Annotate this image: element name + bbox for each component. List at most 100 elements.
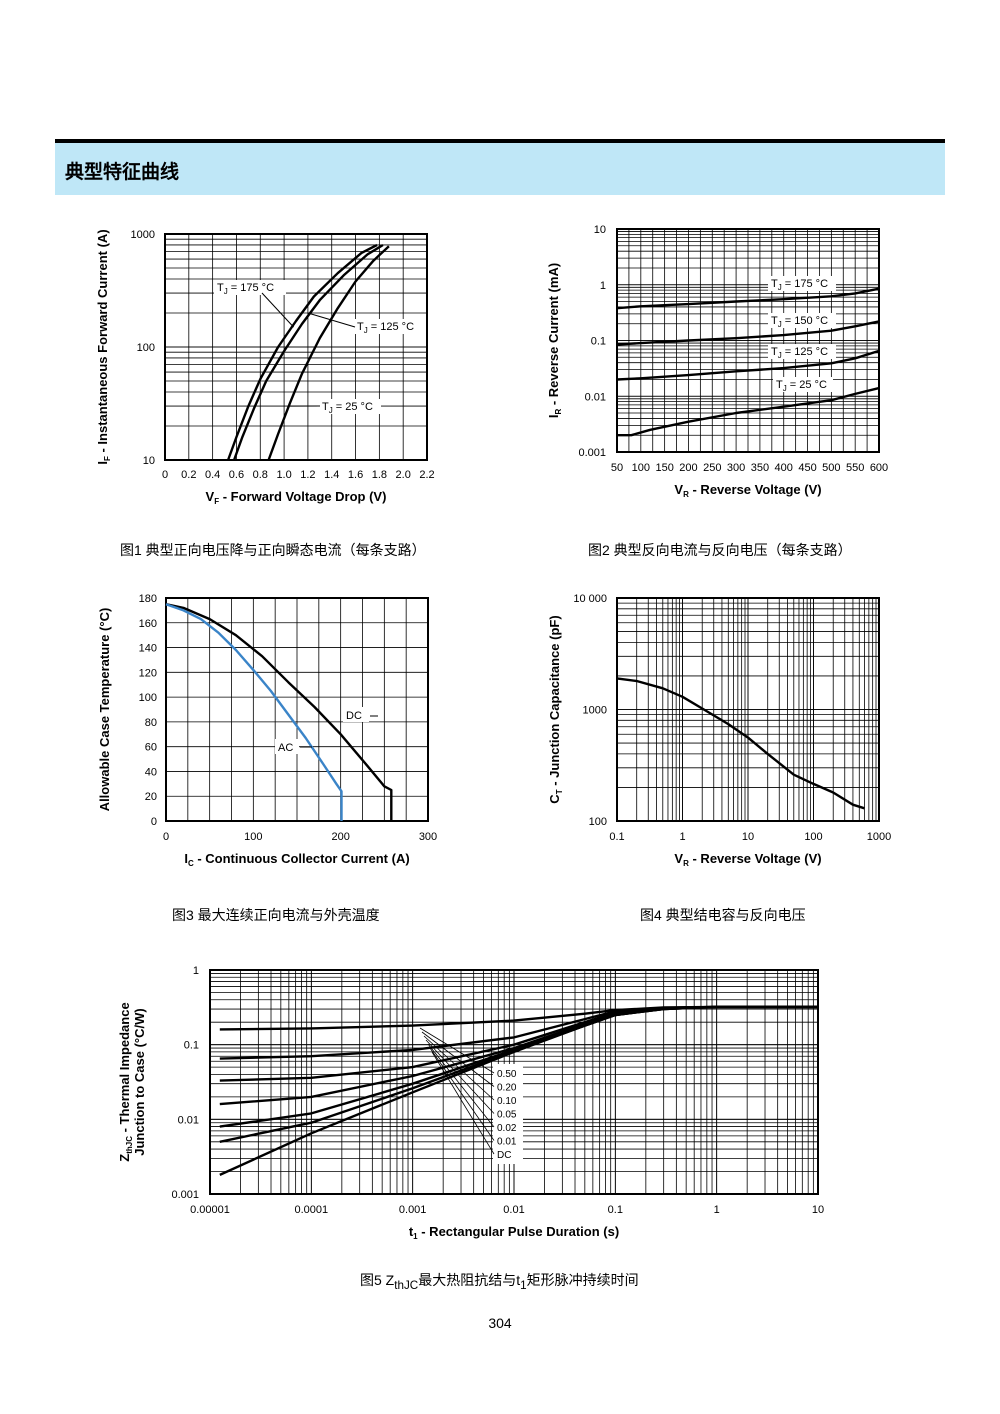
fig4-grid xyxy=(616,597,880,822)
fig1-ytick-label: 100 xyxy=(137,342,155,354)
fig5-ytick-label: 0.001 xyxy=(171,1189,199,1201)
fig1-label-175: TJ = 175 °C xyxy=(217,282,274,296)
fig5-xtick-label: 0.1 xyxy=(608,1204,623,1216)
fig3-label-dc: DC xyxy=(346,710,362,722)
fig4-xtick-label: 100 xyxy=(804,831,822,843)
fig1-frame xyxy=(164,233,428,461)
fig3-ytick-label: 0 xyxy=(151,816,157,828)
fig2-xtick-label: 300 xyxy=(727,462,745,474)
fig5-xtick-label: 0.01 xyxy=(503,1204,524,1216)
fig3-ytick-label: 100 xyxy=(139,692,157,704)
fig5-legend-item: 0.50 xyxy=(497,1069,517,1080)
fig5-xtick-label: 1 xyxy=(714,1204,720,1216)
fig1-ylabel: IF - Instantaneous Forward Current (A) xyxy=(95,229,112,464)
fig5-legend-item: 0.05 xyxy=(497,1110,517,1121)
fig3-ytick-label: 120 xyxy=(139,667,157,679)
fig3-ylabel: Allowable Case Temperature (°C) xyxy=(97,608,112,812)
fig4-ytick-label: 10 000 xyxy=(573,593,607,605)
fig3-ytick-label: 80 xyxy=(145,717,157,729)
fig1-label-25-bg xyxy=(319,399,381,414)
fig2-group: 50 100 150 200 250 300 350 400 450 500 550 600 0.001… xyxy=(546,224,888,499)
fig5-legend-leader xyxy=(423,1035,495,1101)
fig2-series-line xyxy=(616,349,880,381)
fig3-xlabel: IC - Continuous Collector Current (A) xyxy=(184,851,409,868)
fig5-legend-leader xyxy=(427,1043,495,1128)
fig3-ytick-label: 40 xyxy=(145,766,157,778)
fig1-xtick-label: 2.2 xyxy=(419,469,434,481)
fig4-ytick-label: 1000 xyxy=(583,705,607,717)
fig5-xlabel: t1 - Rectangular Pulse Duration (s) xyxy=(409,1224,619,1241)
fig4-frame xyxy=(616,597,880,822)
fig2-series-line xyxy=(616,287,880,310)
fig1-label-25: TJ = 25 °C xyxy=(322,401,373,415)
fig5-ylabel-2: Junction to Case (°C/W) xyxy=(132,1008,147,1155)
fig4-xtick-label: 1000 xyxy=(867,831,891,843)
fig5-legend-item: 0.01 xyxy=(497,1137,517,1148)
fig1-xlabel: VF - Forward Voltage Drop (V) xyxy=(206,489,387,506)
fig4-xtick-label: 0.1 xyxy=(609,831,624,843)
fig5-ylabel: ZthJC - Thermal Impedance xyxy=(117,1002,134,1161)
fig5-ytick-label: 0.01 xyxy=(178,1114,199,1126)
fig3-frame xyxy=(165,597,429,822)
fig5-legend-item: 0.10 xyxy=(497,1096,517,1107)
fig4-caption: 图4 典型结电容与反向电压 xyxy=(640,907,806,923)
fig1-xtick-label: 1.2 xyxy=(300,469,315,481)
fig1-xtick-label: 0 xyxy=(162,469,168,481)
fig2-xtick-label: 100 xyxy=(632,462,650,474)
fig2-xtick-label: 350 xyxy=(751,462,769,474)
fig2-xlabel: VR - Reverse Voltage (V) xyxy=(674,482,821,499)
fig1-xtick-label: 2.0 xyxy=(396,469,411,481)
fig5-legend-leader xyxy=(421,1031,495,1087)
fig1-series-line xyxy=(232,243,384,461)
fig3-ytick-label: 180 xyxy=(139,593,157,605)
fig5-ytick-label: 0.1 xyxy=(184,1040,199,1052)
fig1-xtick-label: 0.2 xyxy=(181,469,196,481)
fig2-ytick-label: 0.01 xyxy=(585,391,606,403)
fig2-label-25-bg xyxy=(773,377,833,392)
fig1-xtick-label: 0.4 xyxy=(205,469,220,481)
fig1-ytick-label: 1000 xyxy=(131,229,155,241)
fig1-leader xyxy=(261,292,294,328)
fig5-legend-leader xyxy=(425,1039,495,1114)
fig2-xtick-label: 400 xyxy=(775,462,793,474)
fig2-xtick-label: 200 xyxy=(679,462,697,474)
fig4-group: 0.1 1 10 100 1000 100 1000 10 000 VR - Reverse V… xyxy=(547,593,891,868)
fig5-xtick-label: 0.001 xyxy=(399,1204,427,1216)
fig2-frame xyxy=(616,228,880,453)
fig5-legend-bg xyxy=(493,1064,523,1164)
fig1-xtick-label: 1.0 xyxy=(276,469,291,481)
fig5-series-line xyxy=(219,1005,818,1176)
fig2-xtick-label: 50 xyxy=(611,462,623,474)
fig4-ytick-label: 100 xyxy=(589,816,607,828)
fig4-ylabel: CT - Junction Capacitance (pF) xyxy=(547,615,564,803)
fig2-series-line xyxy=(617,386,880,437)
fig2-label-25: TJ = 25 °C xyxy=(776,379,827,393)
fig2-ytick-label: 0.001 xyxy=(578,447,606,459)
fig1-xtick-label: 1.8 xyxy=(372,469,387,481)
fig2-xtick-label: 150 xyxy=(655,462,673,474)
fig5-legend-item: DC xyxy=(497,1150,511,1161)
fig1-xtick-label: 1.6 xyxy=(348,469,363,481)
fig5-ytick-label: 1 xyxy=(193,965,199,977)
fig3-caption: 图3 最大连续正向电流与外壳温度 xyxy=(172,907,380,923)
fig2-label-150-bg xyxy=(768,313,836,328)
fig1-series-line xyxy=(267,245,390,461)
fig2-label-125-bg xyxy=(768,344,836,359)
fig5-series-line xyxy=(219,1005,818,1031)
fig5-xtick-label: 0.0001 xyxy=(295,1204,329,1216)
fig2-label-175-bg xyxy=(768,276,836,291)
fig4-xtick-label: 1 xyxy=(679,831,685,843)
fig5-legend-leader xyxy=(431,1051,495,1155)
fig2-grid xyxy=(616,228,880,453)
fig2-xtick-label: 450 xyxy=(798,462,816,474)
fig2-label-175: TJ = 175 °C xyxy=(771,278,828,292)
fig2-label-150: TJ = 150 °C xyxy=(771,315,828,329)
header-rule xyxy=(55,139,945,143)
fig4-series-line xyxy=(616,677,865,810)
fig2-series-line xyxy=(616,320,880,346)
fig2-ytick-label: 0.1 xyxy=(591,336,606,348)
fig3-ac-bg xyxy=(275,739,299,754)
fig2-ylabel: IR - Reverse Current (mA) xyxy=(546,263,563,418)
fig5-frame xyxy=(209,969,819,1195)
